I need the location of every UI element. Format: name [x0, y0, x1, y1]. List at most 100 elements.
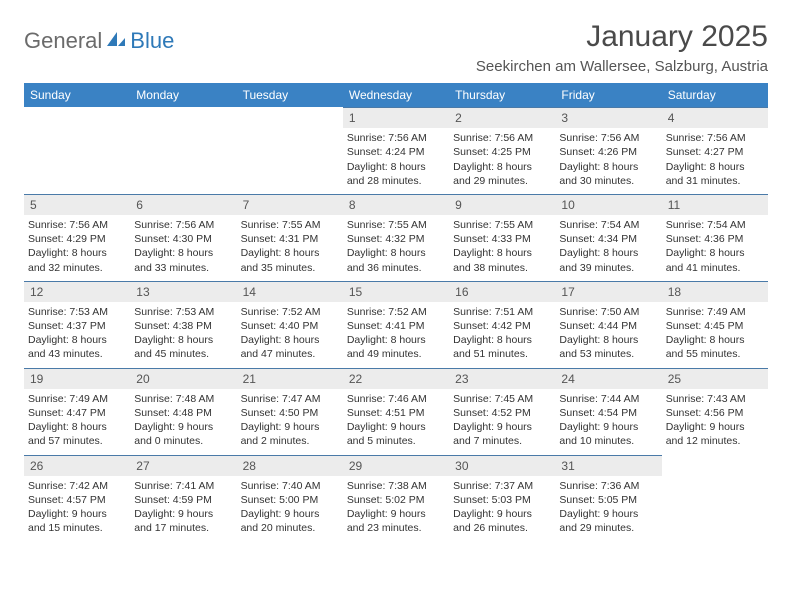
- sunrise-text: Sunrise: 7:43 AM: [666, 392, 764, 406]
- sunrise-text: Sunrise: 7:56 AM: [134, 218, 232, 232]
- daylight-text: Daylight: 9 hours and 2 minutes.: [241, 420, 339, 448]
- day-cell: [24, 107, 130, 194]
- weeks-container: 1 Sunrise: 7:56 AM Sunset: 4:24 PM Daylight…: [24, 107, 768, 541]
- sunset-text: Sunset: 4:57 PM: [28, 493, 126, 507]
- sunset-text: Sunset: 4:59 PM: [134, 493, 232, 507]
- daylight-text: Daylight: 8 hours and 45 minutes.: [134, 333, 232, 361]
- day-info: Sunrise: 7:46 AMSunset: 4:51 PMDaylight:…: [347, 392, 445, 449]
- day-cell: 11Sunrise: 7:54 AMSunset: 4:36 PMDayligh…: [662, 194, 768, 281]
- sunrise-text: Sunrise: 7:46 AM: [347, 392, 445, 406]
- day-info: Sunrise: 7:55 AMSunset: 4:31 PMDaylight:…: [241, 218, 339, 275]
- daylight-text: Daylight: 9 hours and 0 minutes.: [134, 420, 232, 448]
- sunset-text: Sunset: 4:54 PM: [559, 406, 657, 420]
- sunset-text: Sunset: 4:25 PM: [453, 145, 551, 159]
- day-info: Sunrise: 7:40 AMSunset: 5:00 PMDaylight:…: [241, 479, 339, 536]
- day-number: 26: [24, 455, 130, 476]
- sunrise-text: Sunrise: 7:49 AM: [28, 392, 126, 406]
- sunset-text: Sunset: 4:37 PM: [28, 319, 126, 333]
- day-cell: 25Sunrise: 7:43 AMSunset: 4:56 PMDayligh…: [662, 368, 768, 455]
- daylight-text: Daylight: 8 hours and 49 minutes.: [347, 333, 445, 361]
- daylight-text: Daylight: 8 hours and 36 minutes.: [347, 246, 445, 274]
- day-cell: 31Sunrise: 7:36 AMSunset: 5:05 PMDayligh…: [555, 455, 661, 542]
- day-cell: 7 Sunrise: 7:55 AMSunset: 4:31 PMDaylight…: [237, 194, 343, 281]
- sunrise-text: Sunrise: 7:56 AM: [28, 218, 126, 232]
- day-number: 29: [343, 455, 449, 476]
- day-number: 1: [343, 107, 449, 128]
- sunset-text: Sunset: 4:40 PM: [241, 319, 339, 333]
- sunset-text: Sunset: 4:24 PM: [347, 145, 445, 159]
- day-cell: 18Sunrise: 7:49 AMSunset: 4:45 PMDayligh…: [662, 281, 768, 368]
- sunrise-text: Sunrise: 7:55 AM: [347, 218, 445, 232]
- day-number: 30: [449, 455, 555, 476]
- daylight-text: Daylight: 8 hours and 43 minutes.: [28, 333, 126, 361]
- sunrise-text: Sunrise: 7:55 AM: [453, 218, 551, 232]
- daylight-text: Daylight: 8 hours and 38 minutes.: [453, 246, 551, 274]
- dow-wednesday: Wednesday: [343, 83, 449, 107]
- sunset-text: Sunset: 4:44 PM: [559, 319, 657, 333]
- day-cell: 24Sunrise: 7:44 AMSunset: 4:54 PMDayligh…: [555, 368, 661, 455]
- day-cell: 22Sunrise: 7:46 AMSunset: 4:51 PMDayligh…: [343, 368, 449, 455]
- title-block: January 2025 Seekirchen am Wallersee, Sa…: [476, 20, 768, 75]
- day-info: Sunrise: 7:44 AMSunset: 4:54 PMDaylight:…: [559, 392, 657, 449]
- day-number: 4: [662, 107, 768, 128]
- day-info: Sunrise: 7:56 AMSunset: 4:30 PMDaylight:…: [134, 218, 232, 275]
- sunset-text: Sunset: 4:33 PM: [453, 232, 551, 246]
- sunset-text: Sunset: 4:27 PM: [666, 145, 764, 159]
- day-cell: 13Sunrise: 7:53 AMSunset: 4:38 PMDayligh…: [130, 281, 236, 368]
- day-number: 7: [237, 194, 343, 215]
- day-cell: 1Sunrise: 7:56 AMSunset: 4:24 PMDaylight…: [343, 107, 449, 194]
- day-cell: 8Sunrise: 7:55 AMSunset: 4:32 PMDaylight…: [343, 194, 449, 281]
- day-cell: 2Sunrise: 7:56 AMSunset: 4:25 PMDaylight…: [449, 107, 555, 194]
- header: General Blue January 2025 Seekirchen am …: [24, 20, 768, 75]
- day-cell: [237, 107, 343, 194]
- sunrise-text: Sunrise: 7:47 AM: [241, 392, 339, 406]
- day-number: 13: [130, 281, 236, 302]
- day-number: 23: [449, 368, 555, 389]
- day-cell: 21Sunrise: 7:47 AMSunset: 4:50 PMDayligh…: [237, 368, 343, 455]
- day-info: Sunrise: 7:56 AMSunset: 4:27 PMDaylight:…: [666, 131, 764, 188]
- sunrise-text: Sunrise: 7:51 AM: [453, 305, 551, 319]
- daylight-text: Daylight: 9 hours and 20 minutes.: [241, 507, 339, 535]
- day-cell: 23Sunrise: 7:45 AMSunset: 4:52 PMDayligh…: [449, 368, 555, 455]
- day-cell: 29Sunrise: 7:38 AMSunset: 5:02 PMDayligh…: [343, 455, 449, 542]
- day-cell: 30 Sunrise: 7:37 AMSunset: 5:03 PMDayligh…: [449, 455, 555, 542]
- daylight-text: Daylight: 8 hours and 30 minutes.: [559, 160, 657, 188]
- day-info: Sunrise: 7:52 AMSunset: 4:40 PMDaylight:…: [241, 305, 339, 362]
- day-info: Sunrise: 7:43 AMSunset: 4:56 PMDaylight:…: [666, 392, 764, 449]
- sunrise-text: Sunrise: 7:52 AM: [241, 305, 339, 319]
- day-cell: [130, 107, 236, 194]
- day-cell: 5Sunrise: 7:56 AMSunset: 4:29 PMDaylight…: [24, 194, 130, 281]
- sunset-text: Sunset: 4:47 PM: [28, 406, 126, 420]
- day-info: Sunrise: 7:47 AMSunset: 4:50 PMDaylight:…: [241, 392, 339, 449]
- sunrise-text: Sunrise: 7:54 AM: [559, 218, 657, 232]
- day-number: 14: [237, 281, 343, 302]
- day-cell: 15Sunrise: 7:52 AMSunset: 4:41 PMDayligh…: [343, 281, 449, 368]
- sunset-text: Sunset: 4:34 PM: [559, 232, 657, 246]
- day-info: Sunrise: 7:56 AMSunset: 4:25 PMDaylight:…: [453, 131, 551, 188]
- day-info: Sunrise: 7:56 AMSunset: 4:29 PMDaylight:…: [28, 218, 126, 275]
- day-cell: 26Sunrise: 7:42 AMSunset: 4:57 PMDayligh…: [24, 455, 130, 542]
- sunset-text: Sunset: 5:03 PM: [453, 493, 551, 507]
- day-number: 6: [130, 194, 236, 215]
- sunset-text: Sunset: 4:50 PM: [241, 406, 339, 420]
- day-info: Sunrise: 7:54 AMSunset: 4:34 PMDaylight:…: [559, 218, 657, 275]
- day-number: 3: [555, 107, 661, 128]
- day-cell: 17Sunrise: 7:50 AMSunset: 4:44 PMDayligh…: [555, 281, 661, 368]
- sunrise-text: Sunrise: 7:52 AM: [347, 305, 445, 319]
- sunset-text: Sunset: 4:56 PM: [666, 406, 764, 420]
- week-row: 12Sunrise: 7:53 AMSunset: 4:37 PMDayligh…: [24, 281, 768, 368]
- daylight-text: Daylight: 9 hours and 5 minutes.: [347, 420, 445, 448]
- sunrise-text: Sunrise: 7:40 AM: [241, 479, 339, 493]
- sunrise-text: Sunrise: 7:37 AM: [453, 479, 551, 493]
- day-cell: 19Sunrise: 7:49 AMSunset: 4:47 PMDayligh…: [24, 368, 130, 455]
- sunrise-text: Sunrise: 7:38 AM: [347, 479, 445, 493]
- week-row: 19Sunrise: 7:49 AMSunset: 4:47 PMDayligh…: [24, 368, 768, 455]
- calendar-page: General Blue January 2025 Seekirchen am …: [0, 0, 792, 561]
- daylight-text: Daylight: 9 hours and 17 minutes.: [134, 507, 232, 535]
- day-number: 17: [555, 281, 661, 302]
- daylight-text: Daylight: 9 hours and 26 minutes.: [453, 507, 551, 535]
- day-cell: 9Sunrise: 7:55 AMSunset: 4:33 PMDaylight…: [449, 194, 555, 281]
- day-number: 10: [555, 194, 661, 215]
- day-info: Sunrise: 7:41 AMSunset: 4:59 PMDaylight:…: [134, 479, 232, 536]
- day-info: Sunrise: 7:55 AMSunset: 4:32 PMDaylight:…: [347, 218, 445, 275]
